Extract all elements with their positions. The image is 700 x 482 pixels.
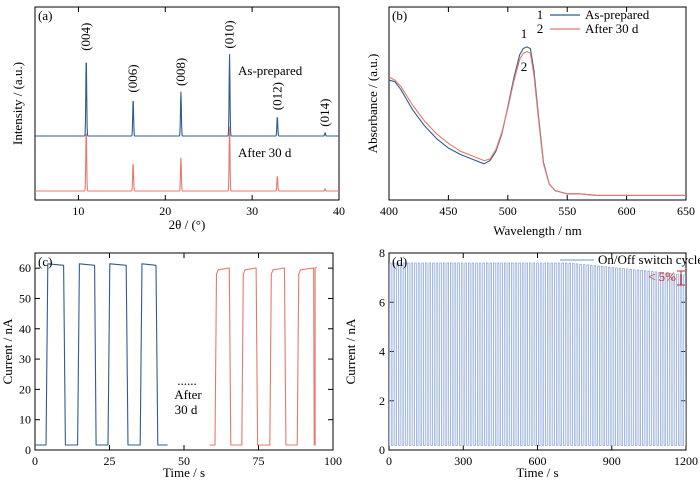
x-axis-label-b: Wavelength / nm (493, 223, 582, 238)
x-axis-label-d: Time / s (516, 465, 558, 480)
peak-label: (006) (125, 64, 140, 92)
peak-label: (014) (317, 99, 332, 127)
x-axis-b-tick-label: 550 (558, 204, 576, 218)
y-axis-label-d: Current / nA (343, 318, 358, 384)
y-axis-d-tick-label: 2 (379, 394, 385, 408)
x-axis-d-tick-label: 300 (454, 454, 472, 468)
curve-label-1: 1 (521, 26, 528, 41)
annotation-dots: ...... (177, 373, 197, 388)
x-axis-a-tick-label: 30 (246, 204, 258, 218)
series-after-30d-line (34, 126, 340, 192)
x-axis-a-tick-label: 10 (72, 204, 84, 218)
x-axis-d-tick-label: 600 (529, 454, 547, 468)
legend-label: As-prepared (585, 7, 650, 22)
y-axis-c-tick-label: 50 (19, 291, 31, 305)
peak-label: (008) (173, 58, 188, 86)
legend-number: 1 (537, 7, 544, 22)
y-axis-d-tick-label: 4 (379, 345, 385, 359)
curve-label-2: 2 (521, 59, 528, 74)
plot-area-b (388, 6, 687, 201)
x-axis-b-tick-label: 450 (439, 204, 457, 218)
series-on-off-cycles-line (388, 262, 686, 446)
x-axis-b-tick-label: 500 (499, 204, 517, 218)
panel-b: 400 450 500 550 600 650 1 As-prepared 2 After 30 … (365, 6, 695, 238)
peak-label: (010) (222, 20, 237, 48)
annotation-after: After (174, 387, 202, 402)
x-axis-d-tick-label: 1200 (674, 454, 698, 468)
panel-d: 0 300 600 900 1200 0 2 4 6 8 On/Off switch cycles <… (343, 246, 700, 480)
annotation-decay: < 5% (648, 269, 676, 284)
series-as-prepared-line (34, 54, 340, 137)
x-axis-d-tick-label: 900 (603, 454, 621, 468)
x-axis-a-tick-label: 20 (159, 204, 171, 218)
y-axis-label-c: Current / nA (0, 318, 15, 384)
panel-a: 10 20 30 40 (004) (006) (008) (010) (012) (014) As… (10, 6, 345, 232)
y-axis-c-tick-label: 30 (19, 352, 31, 366)
x-axis-b-tick-label: 400 (380, 204, 398, 218)
y-axis-label-a: Intensity / (a.u.) (10, 62, 25, 145)
y-axis-d-tick-label: 0 (379, 443, 385, 457)
legend-b: 1 As-prepared 2 After 30 d (537, 7, 650, 36)
annotation-30d: 30 d (175, 402, 198, 417)
panel-label-b: (b) (392, 8, 407, 23)
x-axis-label-c: Time / s (163, 465, 205, 480)
x-axis-c-tick-label: 100 (324, 454, 342, 468)
x-axis-d-tick-label: 0 (386, 454, 392, 468)
legend-label: After 30 d (585, 21, 639, 36)
legend-label-d: On/Off switch cycles (598, 252, 700, 267)
x-axis-c-tick-label: 25 (104, 454, 116, 468)
y-axis-c-tick-label: 20 (19, 382, 31, 396)
y-axis-label-b: Absorbance / (a.u.) (365, 54, 380, 154)
series-after-30d-line (209, 266, 318, 446)
x-axis-b-tick-label: 650 (677, 204, 695, 218)
panel-label-d: (d) (392, 254, 407, 269)
y-axis-c-tick-label: 10 (19, 413, 31, 427)
y-axis-c-tick-label: 40 (19, 322, 31, 336)
plot-area-d (388, 252, 687, 451)
peak-label: (004) (78, 23, 93, 51)
x-axis-c-tick-label: 50 (178, 454, 190, 468)
panel-label-c: (c) (38, 254, 52, 269)
x-axis-c-tick-label: 75 (253, 454, 265, 468)
y-axis-c-tick-label: 60 (19, 261, 31, 275)
panel-label-a: (a) (38, 8, 52, 23)
plot-area-a (34, 6, 340, 201)
x-axis-c-tick-label: 0 (32, 454, 38, 468)
x-axis-label-a: 2θ / (°) (169, 217, 206, 232)
y-axis-d-tick-label: 6 (379, 295, 385, 309)
annotation-after-30d: After 30 d (238, 145, 292, 160)
series-after-30d-line (388, 51, 686, 196)
legend-number: 2 (537, 21, 544, 36)
series-as-prepared-line (35, 263, 168, 446)
series-as-prepared-line (388, 46, 686, 196)
y-axis-c-tick-label: 0 (25, 443, 31, 457)
peak-label: (012) (269, 82, 284, 110)
x-axis-b-tick-label: 600 (618, 204, 636, 218)
annotation-as-prepared: As-prepared (238, 63, 303, 78)
x-axis-a-tick-label: 40 (333, 204, 345, 218)
y-axis-d-tick-label: 8 (379, 246, 385, 260)
